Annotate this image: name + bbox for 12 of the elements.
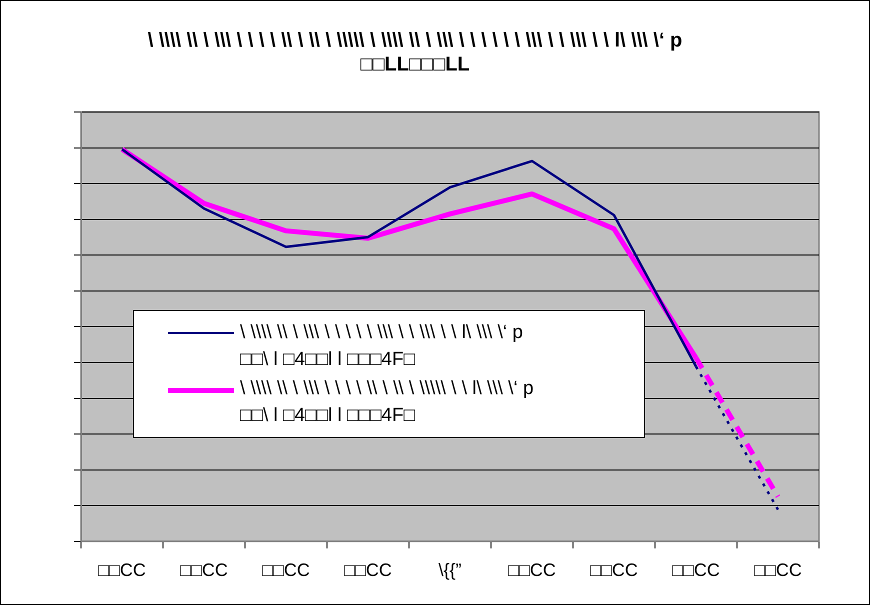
x-tick-label: □□CC [98,560,146,580]
x-tick-label: □□CC [180,560,228,580]
x-tick-label: □□CC [344,560,392,580]
x-tick-label: □□CC [672,560,720,580]
legend-label: \ \\\\ \\ \ \\\ \ \ \ \ \ \\\ \ \ \\\ \ \ l\ \\\ \‘ p □□\ l □4□□l l □□□4F□ [240,321,523,372]
x-tick-label: □□CC [262,560,310,580]
legend-label: \ \\\\ \\ \ \\\ \ \ \ \ \\ \ \\ \ \\\\\ \ \ l\ \\\ \‘ p □□\ l □4□□l l □□□4F□ [240,377,534,428]
x-tick-label: □□CC [754,560,802,580]
chart-title: \ \\\\ \\ \ \\\ \ \ \ \ \\ \ \\ \ \\\\\ \ \\\\ \\ \ \\\ \ \ \ \ \ \ \\\ \ \ \\\ \ \ l\ \\\ \‘ p □□LL□□□LL [148,30,682,76]
x-tick-label: □□CC [508,560,556,580]
x-tick-label: □□CC [590,560,638,580]
x-tick-label: \{{” [438,560,462,580]
